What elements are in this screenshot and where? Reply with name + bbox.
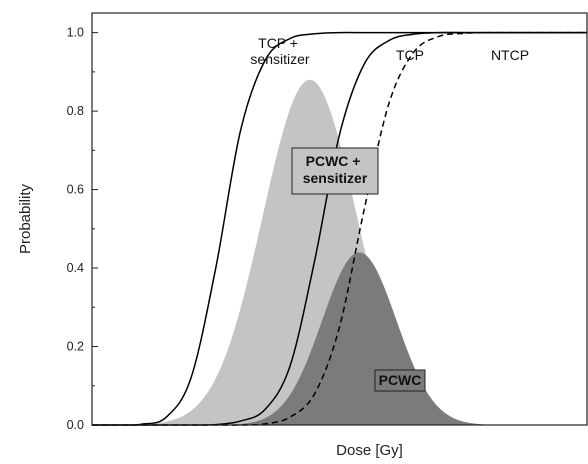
annotation-tcp: TCP — [396, 47, 424, 63]
annotation-pcwc-sensitizer-line1: PCWC + — [306, 153, 361, 169]
annotation-tcp-sensitizer-line2: sensitizer — [250, 51, 309, 67]
y-tick-label: 0.8 — [67, 104, 84, 118]
y-tick-label: 0.6 — [67, 183, 84, 197]
annotation-tcp-sensitizer: TCP + sensitizer — [250, 35, 309, 67]
y-tick-label: 0.4 — [67, 261, 84, 275]
annotation-tcp-sensitizer-line1: TCP + — [258, 35, 298, 51]
plot-frame — [91, 12, 588, 426]
y-tick-label: 0.0 — [67, 418, 84, 432]
annotation-ntcp: NTCP — [491, 47, 529, 63]
ticks-layer: 0.0 0.2 0.4 0.6 0.8 1.0 — [67, 26, 98, 432]
annotation-pcwc-sensitizer-line2: sensitizer — [303, 170, 368, 186]
annotation-pcwc-sensitizer: PCWC + sensitizer — [291, 147, 379, 195]
svg-text:PCWC + sensitizer: PCWC + sensitizer — [303, 153, 368, 186]
pcwc-sensitizer-area — [92, 79, 587, 425]
y-tick-label: 0.2 — [67, 340, 84, 354]
x-axis-label: Dose [Gy] — [336, 442, 403, 459]
pcwc-area — [92, 252, 587, 425]
svg-text:TCP + sensitizer: TCP + sensitizer — [250, 35, 309, 67]
area-layer — [92, 79, 587, 425]
annotation-pcwc-label: PCWC — [379, 372, 422, 388]
y-tick-label: 1.0 — [67, 26, 84, 40]
annotation-pcwc: PCWC — [374, 369, 426, 392]
y-axis-label: Probability — [17, 183, 34, 254]
